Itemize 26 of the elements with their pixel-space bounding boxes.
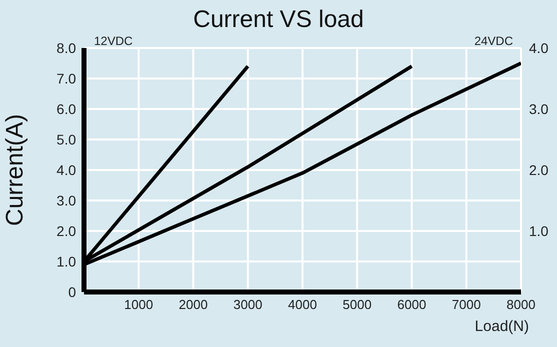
x-tick-label: 3000	[233, 297, 262, 312]
x-tick-label: 2000	[178, 297, 208, 312]
y-tick-label: 7.0	[56, 70, 76, 86]
x-tick-label: 5000	[342, 297, 372, 312]
y-tick-label: 1.0	[56, 253, 76, 270]
y-tick-label: 3.0	[56, 192, 76, 208]
x-tick-label: 4000	[288, 297, 317, 312]
y-tick-label: 0	[68, 284, 76, 300]
x-tick-label: 8000	[506, 297, 536, 312]
annotation: 24VDC	[474, 34, 513, 48]
y2-tick-label: 3.0	[529, 100, 549, 117]
x-axis-title: Load(N)	[474, 318, 529, 335]
y2-tick-label: 4.0	[529, 40, 549, 56]
y2-tick-label: 1.0	[529, 222, 549, 239]
y-tick-label: 4.0	[56, 162, 76, 178]
y2-tick-label: 2.0	[529, 162, 549, 178]
y-tick-label: 2.0	[56, 222, 76, 239]
annotation: 12VDC	[94, 34, 133, 48]
x-tick-label: 7000	[452, 297, 481, 312]
chart-title: Current VS load	[192, 6, 365, 34]
x-tick-label: 6000	[397, 297, 426, 312]
y-tick-label: 6.0	[56, 100, 76, 117]
y-axis-title: Current(A)	[2, 114, 29, 226]
y-tick-label: 8.0	[56, 40, 76, 56]
y-tick-label: 5.0	[56, 131, 76, 148]
x-tick-label: 1000	[124, 297, 154, 312]
